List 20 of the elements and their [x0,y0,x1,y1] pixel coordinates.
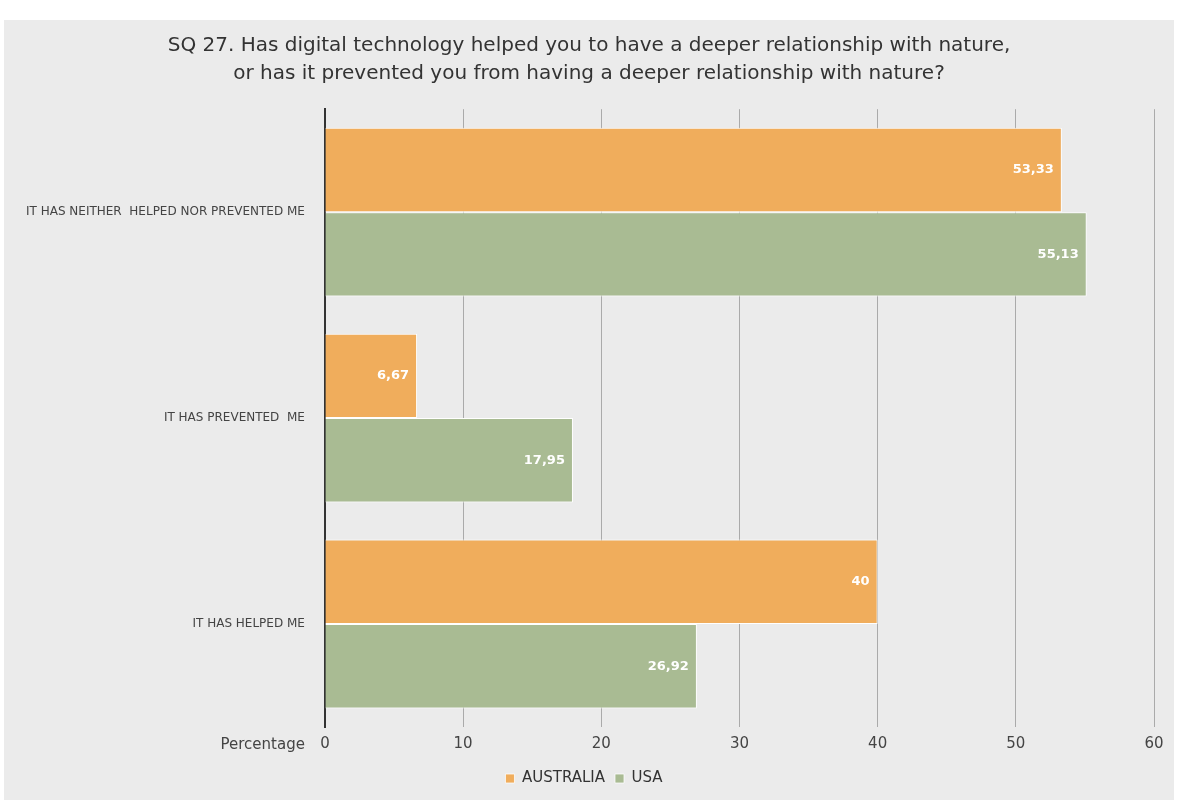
data-label: 55,13 [1037,245,1079,261]
data-label: 26,92 [647,657,689,673]
x-tick-label: 60 [1144,733,1164,752]
chart-title: SQ 27. Has digital technology helped you to have a deeper relationship with nature, or has it prevented you from having a deeper relationship with nature? [166,31,1012,86]
data-label: 17,95 [523,451,565,467]
legend-label: AUSTRALIA [521,768,606,787]
legend-label: USA [631,768,664,787]
y-tick-label: IT HAS NEITHER HELPED NOR PREVENTED ME [25,204,305,219]
x-tick-label: 20 [591,733,611,752]
y-tick-label: IT HAS HELPED ME [192,616,305,631]
data-label: 6,67 [377,367,410,383]
x-tick-label: 10 [453,733,473,752]
x-tick-label: 30 [729,733,749,752]
y-tick-label: IT HAS PREVENTED ME [163,410,305,425]
x-axis-title: Percentage [220,734,305,753]
x-tick-label: 0 [320,733,330,752]
data-label: 53,33 [1012,161,1054,177]
x-tick-label: 40 [868,733,888,752]
data-label: 40 [851,573,870,589]
x-tick-label: 50 [1006,733,1026,752]
